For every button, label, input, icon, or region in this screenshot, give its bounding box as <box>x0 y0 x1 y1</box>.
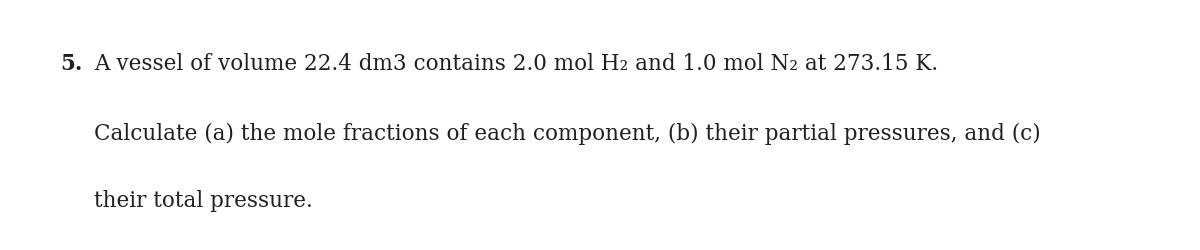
Text: 5.: 5. <box>61 53 83 75</box>
Text: Calculate (a) the mole fractions of each component, (b) their partial pressures,: Calculate (a) the mole fractions of each… <box>94 123 1040 145</box>
Text: A vessel of volume 22.4 dm3 contains 2.0 mol H₂ and 1.0 mol N₂ at 273.15 K.: A vessel of volume 22.4 dm3 contains 2.0… <box>94 53 938 75</box>
Text: their total pressure.: their total pressure. <box>94 190 313 212</box>
